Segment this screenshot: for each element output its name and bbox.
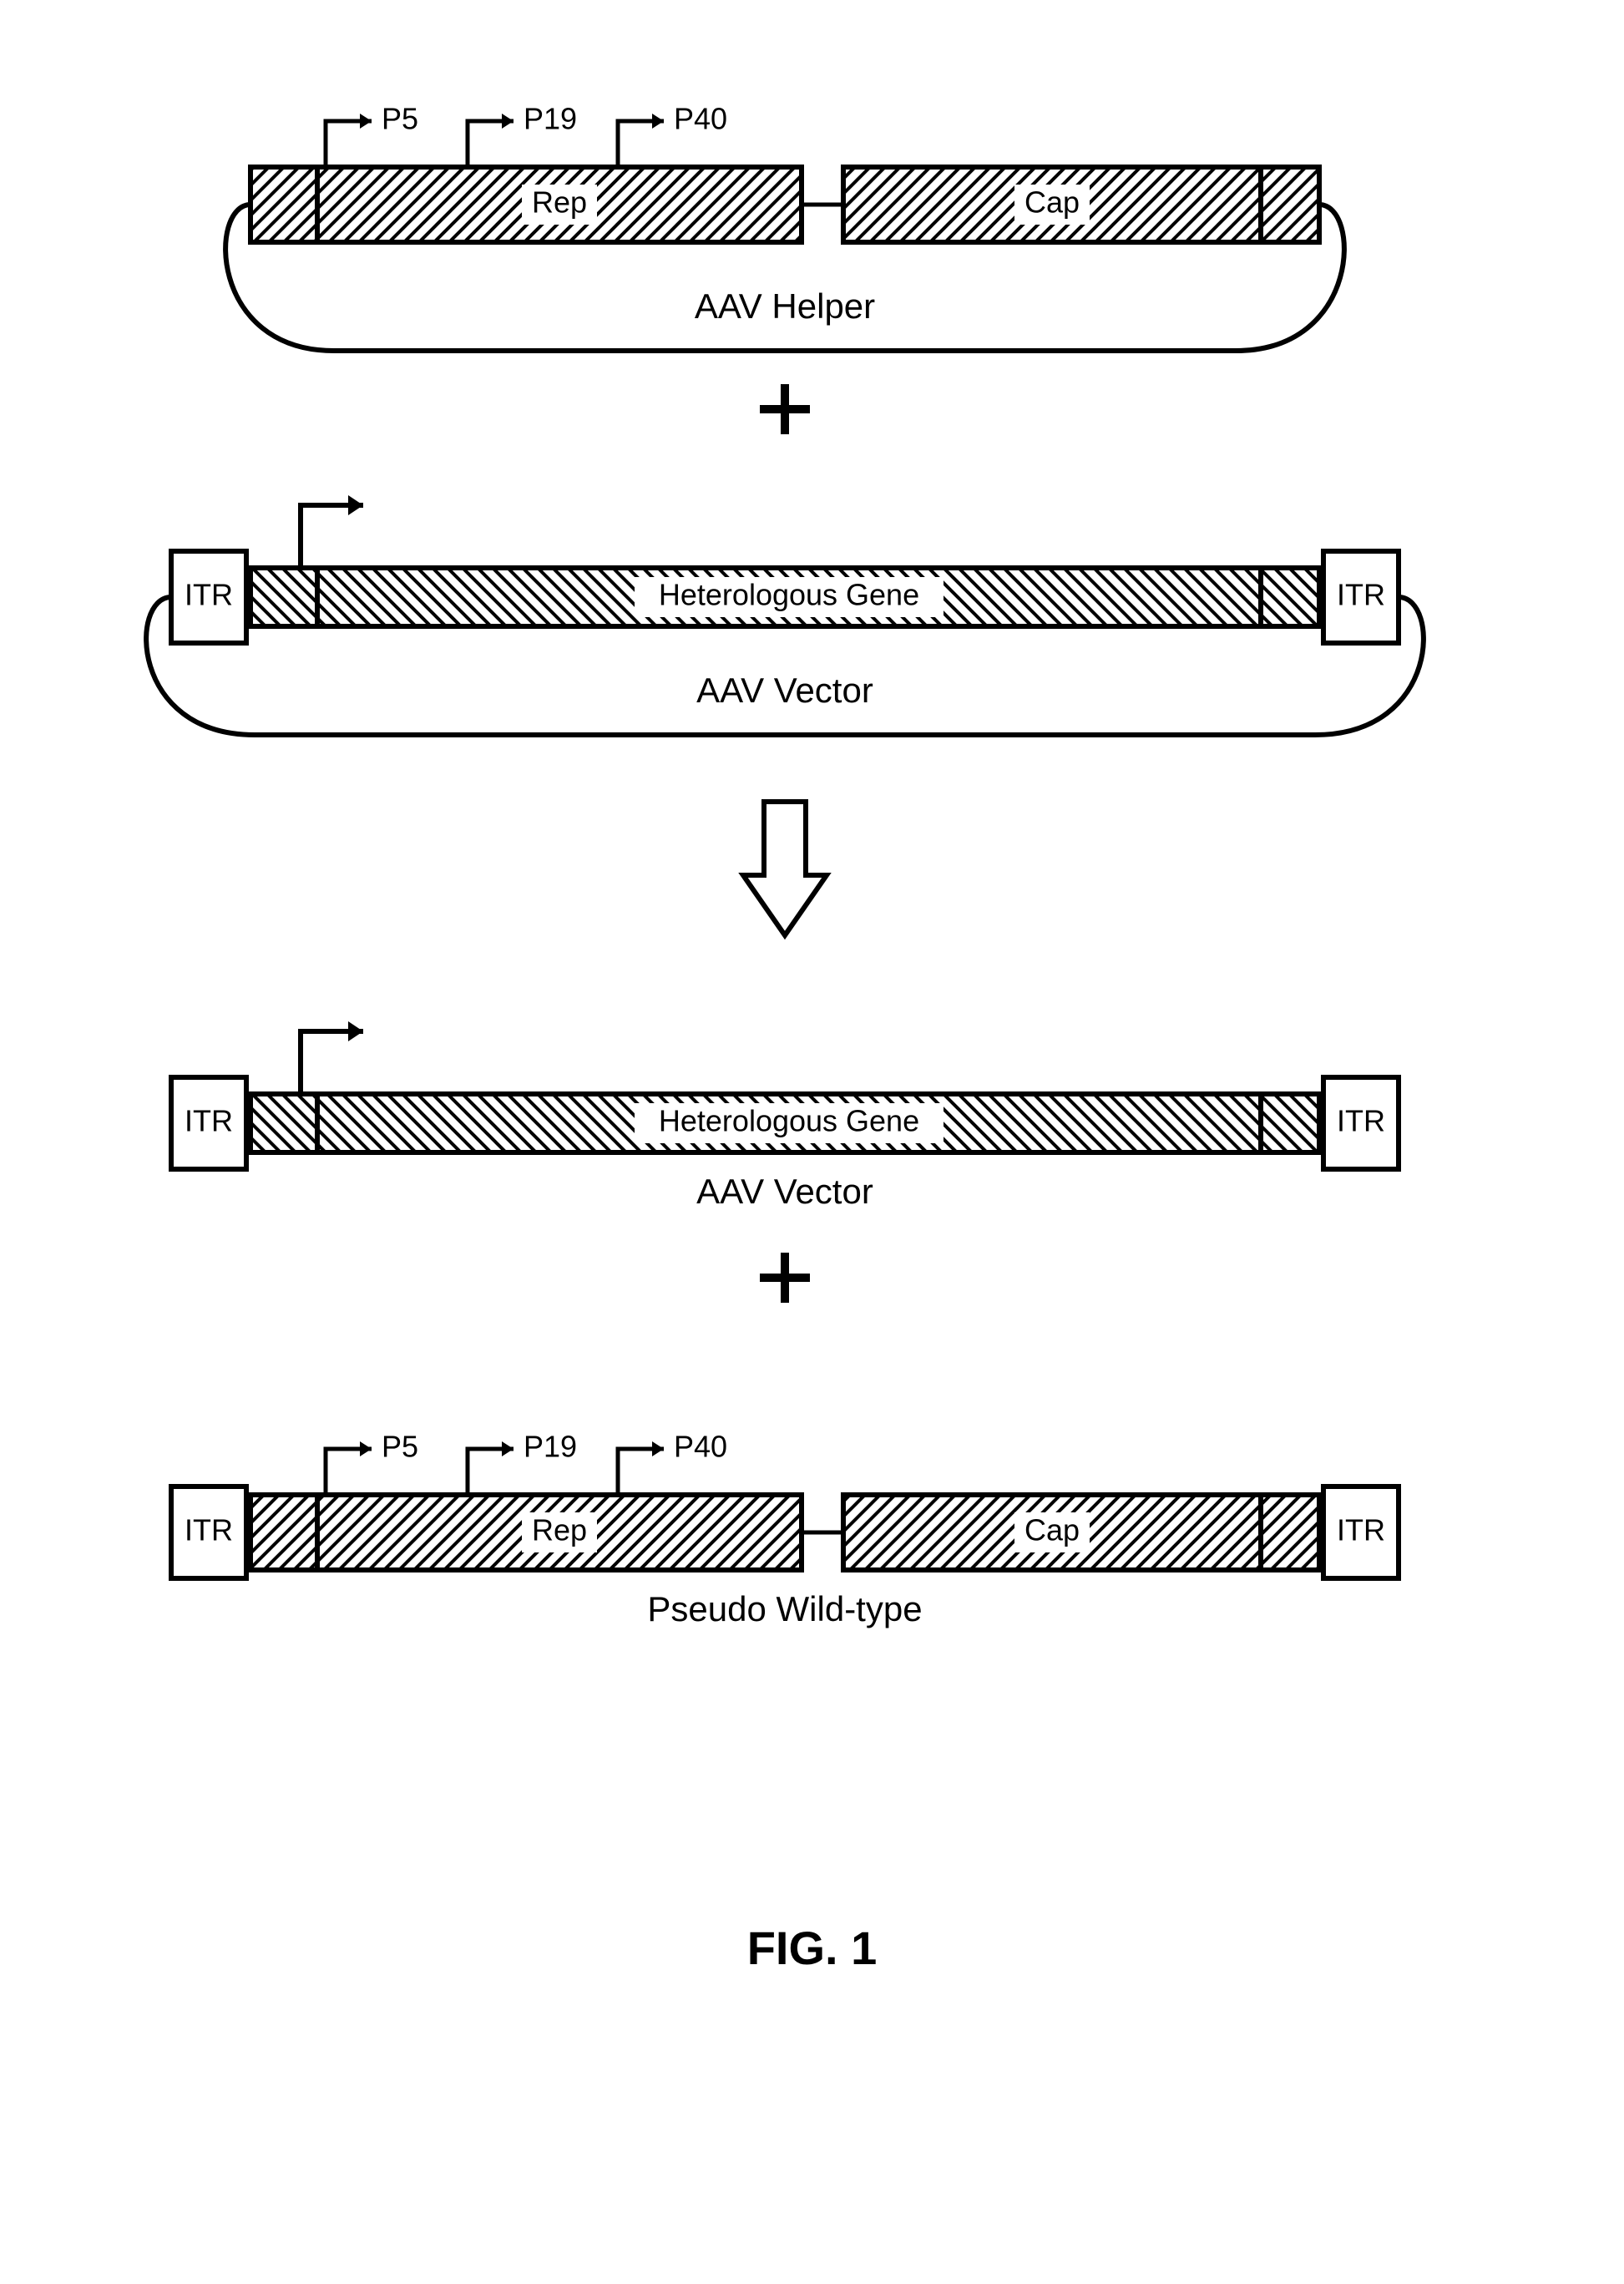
svg-text:ITR: ITR [185, 1513, 233, 1547]
svg-text:P40: P40 [674, 102, 727, 136]
svg-text:ITR: ITR [185, 1104, 233, 1138]
svg-text:AAV Vector: AAV Vector [696, 671, 873, 710]
svg-text:Heterologous Gene: Heterologous Gene [659, 578, 919, 612]
aav-vector-1: Heterologous Gene ITR ITR AAV Vector [146, 495, 1424, 735]
svg-text:P5: P5 [382, 102, 418, 136]
aav-helper: Rep P5 P19 P40 Cap AAV Helper [225, 102, 1344, 351]
figure-label: FIG. 1 [0, 1921, 1624, 1975]
svg-text:AAV Helper: AAV Helper [695, 286, 875, 326]
svg-text:ITR: ITR [185, 578, 233, 612]
pseudo-wt: Rep P5 P19 P40 Cap ITR ITR Pseudo Wild-type [171, 1430, 1399, 1629]
svg-text:Pseudo Wild-type: Pseudo Wild-type [647, 1589, 922, 1628]
svg-text:P40: P40 [674, 1430, 727, 1464]
svg-text:Rep: Rep [532, 185, 587, 220]
aav-vector-2: Heterologous Gene ITR ITR AAV Vector [171, 1021, 1399, 1211]
svg-text:P5: P5 [382, 1430, 418, 1464]
svg-text:Cap: Cap [1024, 1513, 1080, 1547]
svg-text:P19: P19 [524, 1430, 577, 1464]
svg-text:Cap: Cap [1024, 185, 1080, 220]
svg-text:ITR: ITR [1337, 1513, 1385, 1547]
svg-text:Heterologous Gene: Heterologous Gene [659, 1104, 919, 1138]
svg-text:P19: P19 [524, 102, 577, 136]
svg-text:Rep: Rep [532, 1513, 587, 1547]
svg-text:ITR: ITR [1337, 1104, 1385, 1138]
svg-text:AAV Vector: AAV Vector [696, 1172, 873, 1211]
svg-text:ITR: ITR [1337, 578, 1385, 612]
